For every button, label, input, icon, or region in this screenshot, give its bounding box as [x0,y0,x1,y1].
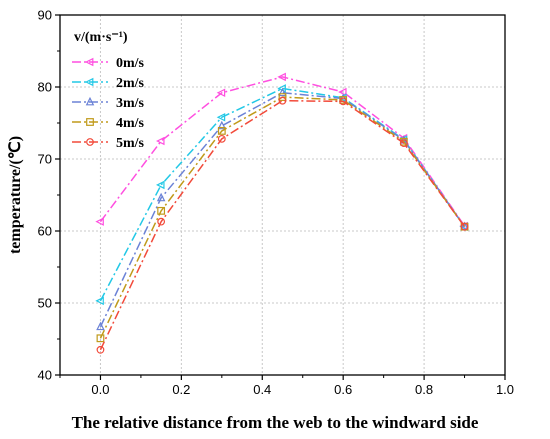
legend-item: 3m/s [72,96,145,111]
data-point-triangle [338,87,347,97]
x-tick-label: 0.4 [253,382,271,397]
data-point-circle [278,96,287,105]
y-tick-label: 50 [38,296,52,311]
x-tick-label: 1.0 [496,382,514,397]
x-tick-label: 0.8 [415,382,433,397]
data-point-triangle [95,217,104,226]
data-point-triangle [216,112,226,122]
y-tick-label: 40 [38,368,52,383]
series-4 [96,96,469,354]
series-line [99,96,466,339]
y-tick-label: 70 [38,152,52,167]
legend-item: 5m/s [72,136,145,151]
x-tick-label: 0.2 [172,382,190,397]
series-lines [95,72,469,354]
data-point-triangle [84,57,94,67]
legend-label: 4m/s [116,116,145,131]
x-axis-title: The relative distance from the web to th… [72,413,479,432]
data-point-triangle [277,72,286,82]
x-tick-label: 0.0 [91,382,109,397]
data-point-circle [96,345,105,354]
data-point-triangle [217,120,227,130]
data-point-square [96,334,105,343]
data-point-triangle [84,77,94,87]
data-point-circle [460,222,469,231]
data-point-triangle [216,88,226,98]
x-tick-label: 0.6 [334,382,352,397]
data-point-triangle [278,87,287,97]
data-point-triangle [155,180,165,190]
series-1 [95,84,468,306]
legend-label: 0m/s [116,56,145,71]
y-axis-title: temperature/(℃) [7,136,24,254]
data-point-triangle [85,96,95,106]
series-line [99,91,466,328]
legend-label: 3m/s [116,96,145,111]
series-2 [96,87,469,331]
legend-item: 4m/s [72,116,145,131]
data-point-circle [399,139,408,148]
data-point-square [217,127,226,135]
data-point-circle [86,138,94,146]
data-point-circle [339,97,348,106]
axis-ticks: 0.0 0.2 0.4 0.6 0.8 1.0 40 50 60 70 80 90 [38,8,515,398]
y-tick-label: 90 [38,8,52,23]
y-tick-label: 80 [38,80,52,95]
data-point-square [278,93,287,101]
legend-item: 2m/s [72,76,145,91]
legend-label: 2m/s [116,76,145,91]
legend-label: 5m/s [116,136,145,151]
data-point-triangle [156,192,166,202]
data-point-triangle [95,296,104,306]
data-point-triangle [155,136,165,146]
legend-item: 0m/s [72,56,145,71]
data-point-circle [157,217,166,226]
legend: v/(m·s⁻¹) 0m/s 2m/s 3m/s 4m/s 5m/s [72,30,145,151]
data-point-circle [217,134,226,143]
data-point-square [86,118,94,126]
data-point-triangle [96,321,105,331]
y-tick-label: 60 [38,224,52,239]
data-point-square [157,206,166,215]
series-3 [96,93,469,343]
series-line [99,99,466,351]
series-line [99,87,466,302]
legend-title: v/(m·s⁻¹) [74,30,128,45]
